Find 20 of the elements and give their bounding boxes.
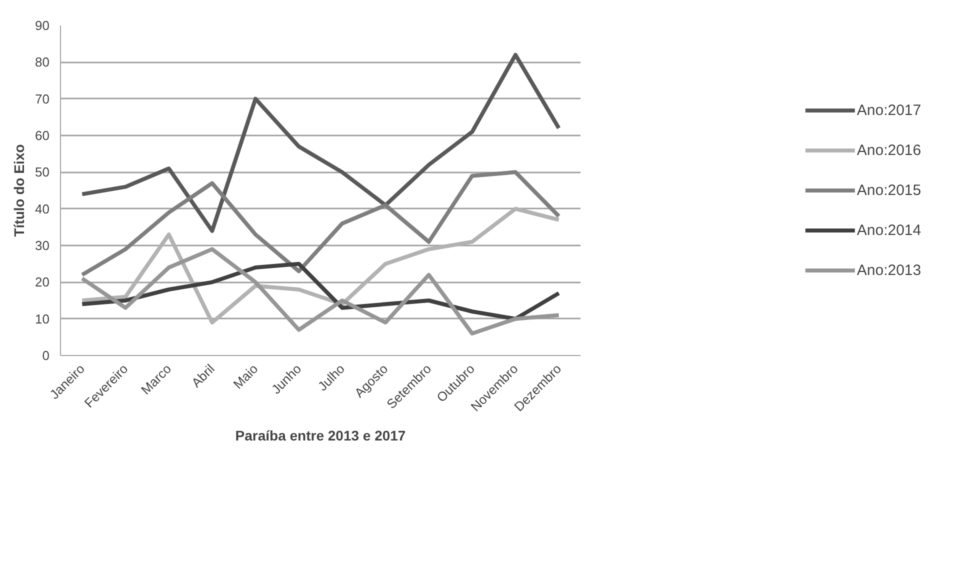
y-tick-label: 10 — [35, 311, 50, 326]
y-tick-label: 20 — [35, 274, 50, 290]
x-axis-title: Paraíba entre 2013 e 2017 — [235, 428, 406, 444]
legend-label: Ano:2013 — [856, 262, 922, 278]
y-tick-label: 70 — [35, 91, 50, 106]
y-tick-label: 0 — [42, 348, 50, 363]
y-tick-label: 40 — [35, 201, 50, 216]
y-tick-label: 60 — [35, 128, 50, 143]
y-axis-title: Título do Eixo — [11, 144, 28, 237]
legend-label: Ano:2016 — [856, 142, 922, 158]
y-tick-label: 50 — [35, 164, 50, 180]
y-tick-label: 80 — [35, 54, 50, 70]
legend-label: Ano:2017 — [856, 102, 922, 118]
legend-label: Ano:2014 — [856, 222, 922, 238]
line-series — [80, 206, 561, 324]
line-series — [80, 52, 561, 233]
legend-label: Ano:2015 — [856, 182, 922, 198]
y-tick-label: 30 — [35, 238, 50, 253]
y-tick-label: 90 — [35, 18, 50, 33]
line-series — [80, 170, 561, 277]
